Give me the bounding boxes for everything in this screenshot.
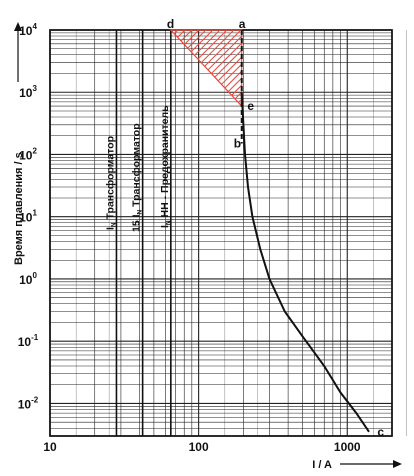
y-tick-label: 10-1: [18, 333, 39, 349]
y-tick-label: 10-2: [18, 395, 39, 411]
hatch-stroke: [405, 25, 414, 111]
point-label-c: c: [377, 425, 384, 439]
y-axis-arrowhead: [14, 22, 22, 31]
point-label-d: d: [167, 17, 174, 31]
y-tick-base: 10: [19, 273, 33, 287]
reference-line-label-prefix: I: [159, 225, 171, 228]
reference-line-label-prefix: I: [104, 227, 116, 230]
x-axis-label: I / A: [312, 459, 332, 471]
reference-line-label-prefix: 15 I: [131, 214, 143, 232]
y-axis-label: Время плавления / s: [13, 152, 25, 265]
hatch-stroke: [170, 30, 212, 107]
y-tick-label: 102: [19, 146, 37, 162]
y-tick-base: 10: [19, 211, 33, 225]
hatch-outline: [169, 29, 243, 108]
x-axis-arrowhead: [393, 460, 402, 468]
y-tick-exponent: -1: [31, 333, 39, 342]
y-tick-base: 10: [19, 148, 33, 162]
reference-line-label: 15 IN Трансформатор: [131, 123, 144, 232]
x-tick-label: 10: [43, 440, 57, 454]
reference-line-label-sub: N: [137, 209, 144, 214]
reference-line-label: IN НН - Предохранитель: [159, 105, 172, 228]
y-tick-base: 10: [19, 86, 33, 100]
grid-lines: [49, 29, 407, 437]
y-tick-base: 10: [19, 24, 33, 38]
y-tick-exponent: 1: [32, 209, 37, 218]
series-line: [240, 92, 370, 433]
reference-line-label: IN Трансформатор: [104, 136, 117, 230]
point-labels: d a e b c: [167, 17, 385, 439]
hatch-stroke: [391, 25, 414, 111]
y-tick-label: 104: [19, 22, 37, 38]
point-label-a: a: [239, 17, 246, 31]
y-tick-exponent: -2: [31, 395, 39, 404]
y-tick-exponent: 2: [32, 146, 37, 155]
x-tick-labels: 10 100 1000: [43, 440, 361, 454]
reference-line-label-sub: N: [165, 220, 172, 225]
point-label-e: e: [247, 99, 254, 113]
hatch-stroke: [222, 30, 242, 107]
plot-frame: [49, 29, 393, 437]
y-tick-exponent: 0: [32, 271, 37, 280]
y-tick-exponent: 4: [32, 22, 37, 31]
y-tick-label: 100: [19, 271, 37, 287]
hatch-stroke: [170, 30, 198, 107]
hatch-stroke: [398, 25, 414, 111]
x-tick-label: 100: [189, 440, 209, 454]
reference-line-label-sub: N: [110, 222, 117, 227]
series-group: [240, 30, 370, 433]
y-tick-label: 103: [19, 84, 37, 100]
y-tick-base: 10: [18, 397, 32, 411]
x-tick-label: 1000: [334, 440, 361, 454]
reference-line-label-text: Трансформатор: [131, 123, 143, 209]
y-tick-base: 10: [18, 335, 32, 349]
point-label-b: b: [234, 137, 241, 151]
reference-line-label-text: НН - Предохранитель: [159, 105, 171, 221]
y-tick-exponent: 3: [32, 84, 37, 93]
hatch-stroke: [170, 30, 205, 107]
reference-line-label-text: Трансформатор: [104, 136, 116, 222]
y-tick-label: 101: [19, 209, 37, 225]
